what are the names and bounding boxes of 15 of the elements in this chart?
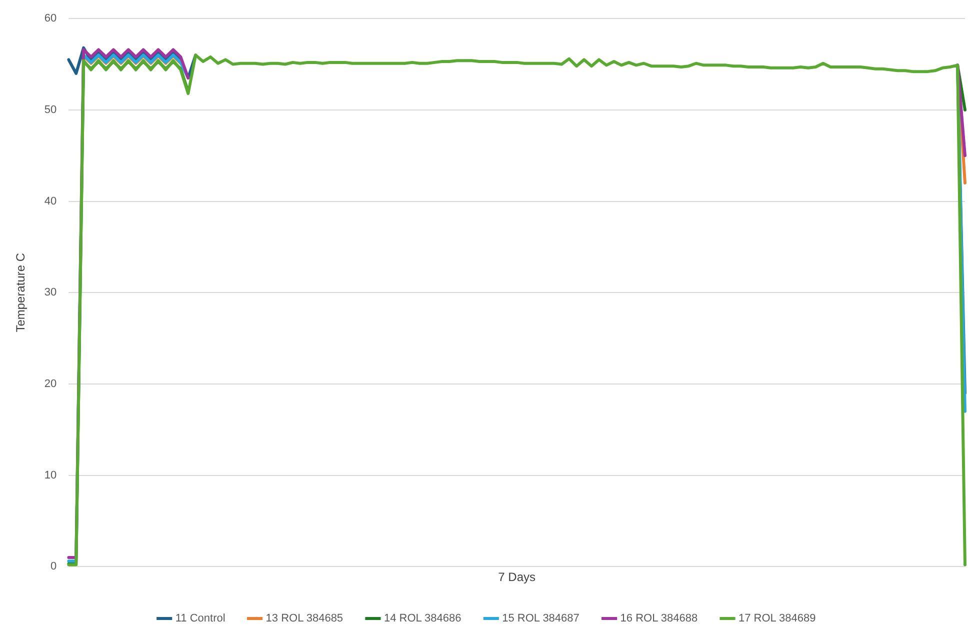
y-tick-label: 60 — [44, 12, 57, 25]
x-axis-title: 7 Days — [498, 570, 536, 584]
legend-label: 13 ROL 384685 — [266, 612, 344, 625]
legend-label: 11 Control — [175, 612, 226, 625]
y-tick-label: 30 — [44, 286, 57, 299]
legend-label: 17 ROL 384689 — [738, 612, 816, 625]
y-tick-label: 50 — [44, 104, 57, 116]
y-axis-title: Temperature C — [14, 252, 28, 332]
y-tick-label: 0 — [50, 560, 57, 573]
y-tick-label: 40 — [44, 195, 57, 208]
legend-label: 16 ROL 384688 — [620, 612, 698, 625]
y-tick-label: 20 — [44, 378, 57, 390]
legend-label: 14 ROL 384686 — [384, 612, 462, 625]
legend-label: 15 ROL 384687 — [502, 612, 580, 625]
y-tick-label: 10 — [44, 469, 57, 482]
